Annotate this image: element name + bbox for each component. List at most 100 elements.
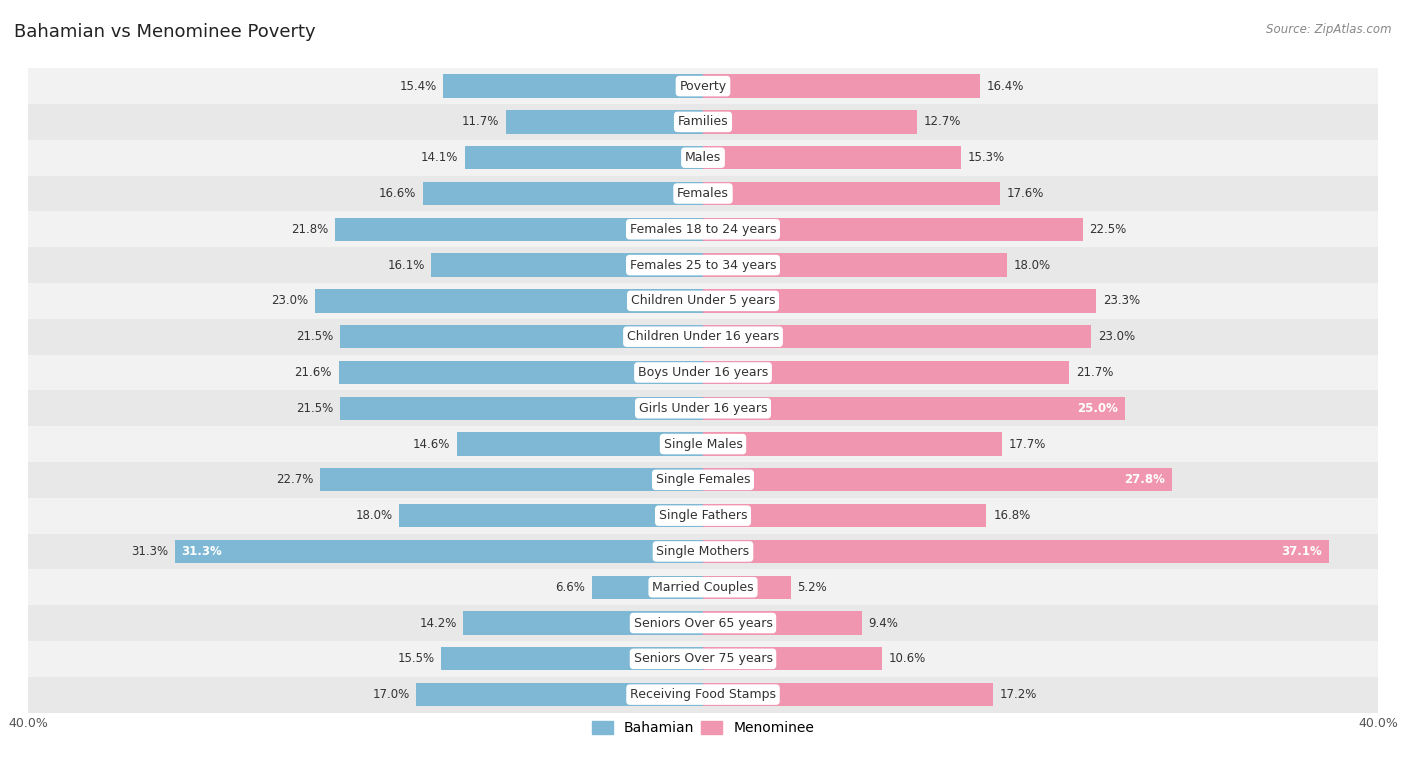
Text: Single Fathers: Single Fathers xyxy=(659,509,747,522)
Text: 21.5%: 21.5% xyxy=(297,402,333,415)
Bar xyxy=(443,74,703,98)
Bar xyxy=(703,110,917,133)
Bar xyxy=(339,361,703,384)
Text: 27.8%: 27.8% xyxy=(1125,473,1166,487)
Text: Receiving Food Stamps: Receiving Food Stamps xyxy=(630,688,776,701)
Bar xyxy=(28,426,1378,462)
Bar xyxy=(506,110,703,133)
Text: Children Under 5 years: Children Under 5 years xyxy=(631,294,775,308)
Text: 9.4%: 9.4% xyxy=(869,616,898,630)
Text: 16.8%: 16.8% xyxy=(993,509,1031,522)
Bar xyxy=(703,218,1083,241)
Text: 6.6%: 6.6% xyxy=(555,581,585,594)
Text: 22.5%: 22.5% xyxy=(1090,223,1126,236)
Bar xyxy=(28,319,1378,355)
Bar xyxy=(465,146,703,169)
Bar xyxy=(703,468,1173,491)
Bar xyxy=(703,647,882,671)
Text: Families: Families xyxy=(678,115,728,128)
Text: Females: Females xyxy=(678,187,728,200)
Text: Seniors Over 65 years: Seniors Over 65 years xyxy=(634,616,772,630)
Bar xyxy=(441,647,703,671)
Text: 31.3%: 31.3% xyxy=(181,545,222,558)
Bar xyxy=(703,361,1069,384)
Bar xyxy=(28,139,1378,176)
Text: Females 18 to 24 years: Females 18 to 24 years xyxy=(630,223,776,236)
Text: 17.7%: 17.7% xyxy=(1008,437,1046,450)
Bar xyxy=(28,283,1378,319)
Bar xyxy=(174,540,703,563)
Text: Source: ZipAtlas.com: Source: ZipAtlas.com xyxy=(1267,23,1392,36)
Text: 21.6%: 21.6% xyxy=(294,366,332,379)
Bar xyxy=(703,504,987,528)
Bar xyxy=(28,498,1378,534)
Text: 14.1%: 14.1% xyxy=(420,151,458,164)
Text: 12.7%: 12.7% xyxy=(924,115,962,128)
Text: Single Males: Single Males xyxy=(664,437,742,450)
Bar xyxy=(703,683,993,706)
Bar xyxy=(28,211,1378,247)
Bar xyxy=(28,355,1378,390)
Bar xyxy=(703,540,1329,563)
Text: 15.3%: 15.3% xyxy=(967,151,1005,164)
Bar xyxy=(399,504,703,528)
Bar xyxy=(28,677,1378,713)
Bar xyxy=(703,612,862,634)
Bar xyxy=(432,253,703,277)
Text: 14.6%: 14.6% xyxy=(412,437,450,450)
Bar xyxy=(28,569,1378,605)
Bar xyxy=(335,218,703,241)
Bar xyxy=(416,683,703,706)
Text: 31.3%: 31.3% xyxy=(131,545,169,558)
Bar xyxy=(703,253,1007,277)
Bar xyxy=(703,325,1091,349)
Bar xyxy=(703,575,790,599)
Text: Males: Males xyxy=(685,151,721,164)
Legend: Bahamian, Menominee: Bahamian, Menominee xyxy=(586,716,820,741)
Text: 17.0%: 17.0% xyxy=(373,688,409,701)
Text: 18.0%: 18.0% xyxy=(1014,258,1050,271)
Bar xyxy=(28,462,1378,498)
Text: Married Couples: Married Couples xyxy=(652,581,754,594)
Text: Females 25 to 34 years: Females 25 to 34 years xyxy=(630,258,776,271)
Text: Seniors Over 75 years: Seniors Over 75 years xyxy=(634,653,772,666)
Bar xyxy=(28,641,1378,677)
Text: 11.7%: 11.7% xyxy=(461,115,499,128)
Bar xyxy=(28,176,1378,211)
Text: 25.0%: 25.0% xyxy=(1077,402,1118,415)
Text: 23.3%: 23.3% xyxy=(1102,294,1140,308)
Bar xyxy=(464,612,703,634)
Text: 23.0%: 23.0% xyxy=(1098,330,1135,343)
Bar xyxy=(315,290,703,312)
Text: 15.5%: 15.5% xyxy=(398,653,434,666)
Bar xyxy=(340,325,703,349)
Text: 22.7%: 22.7% xyxy=(276,473,314,487)
Text: Single Mothers: Single Mothers xyxy=(657,545,749,558)
Text: 21.7%: 21.7% xyxy=(1076,366,1114,379)
Text: 37.1%: 37.1% xyxy=(1281,545,1322,558)
Bar xyxy=(28,104,1378,139)
Text: Boys Under 16 years: Boys Under 16 years xyxy=(638,366,768,379)
Text: 18.0%: 18.0% xyxy=(356,509,392,522)
Bar xyxy=(703,146,962,169)
Text: Bahamian vs Menominee Poverty: Bahamian vs Menominee Poverty xyxy=(14,23,316,41)
Text: 16.4%: 16.4% xyxy=(987,80,1024,92)
Bar xyxy=(28,605,1378,641)
Bar xyxy=(703,290,1097,312)
Bar xyxy=(28,247,1378,283)
Text: Poverty: Poverty xyxy=(679,80,727,92)
Bar xyxy=(592,575,703,599)
Text: Girls Under 16 years: Girls Under 16 years xyxy=(638,402,768,415)
Text: 16.1%: 16.1% xyxy=(387,258,425,271)
Text: 16.6%: 16.6% xyxy=(378,187,416,200)
Text: 10.6%: 10.6% xyxy=(889,653,925,666)
Bar xyxy=(703,432,1001,456)
Text: Single Females: Single Females xyxy=(655,473,751,487)
Text: 15.4%: 15.4% xyxy=(399,80,436,92)
Text: Children Under 16 years: Children Under 16 years xyxy=(627,330,779,343)
Bar xyxy=(457,432,703,456)
Text: 17.6%: 17.6% xyxy=(1007,187,1045,200)
Bar xyxy=(28,534,1378,569)
Bar xyxy=(703,74,980,98)
Text: 21.5%: 21.5% xyxy=(297,330,333,343)
